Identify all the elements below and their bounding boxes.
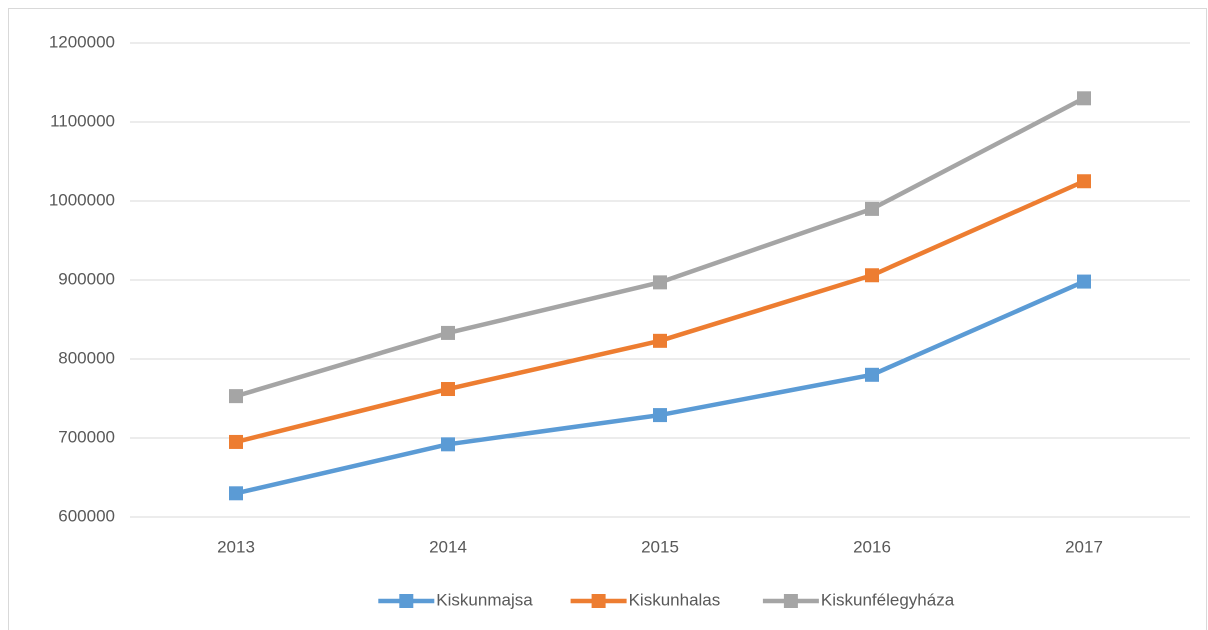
y-tick-label: 900000 [58, 269, 115, 288]
point-marker [1077, 274, 1091, 289]
point-marker [1077, 91, 1091, 106]
legend-label: Kiskunmajsa [436, 590, 533, 609]
series-line [235, 96, 1086, 399]
point-marker [229, 486, 243, 501]
point-marker [229, 389, 243, 404]
y-tick-label: 700000 [58, 427, 115, 446]
x-tick-label: 2014 [429, 537, 467, 556]
x-tick-label: 2013 [217, 537, 255, 556]
point-marker [653, 408, 667, 423]
x-tick-label: 2016 [853, 537, 891, 556]
y-tick-label: 1200000 [49, 32, 115, 51]
legend-marker [399, 594, 414, 608]
series-line [235, 279, 1085, 496]
point-marker [441, 325, 455, 340]
point-marker [441, 382, 455, 397]
point-marker [441, 437, 455, 452]
series-line [235, 179, 1085, 445]
y-tick-label: 800000 [58, 348, 115, 367]
point-marker [865, 268, 879, 283]
y-tick-label: 1000000 [49, 190, 115, 209]
point-marker [865, 367, 879, 382]
y-tick-label: 600000 [58, 506, 115, 525]
point-marker [865, 201, 879, 216]
y-tick-label: 1100000 [50, 111, 115, 130]
legend-marker [591, 594, 606, 608]
point-marker [653, 275, 667, 290]
point-marker [653, 333, 667, 348]
x-tick-label: 2017 [1065, 537, 1103, 556]
point-marker [229, 434, 243, 449]
point-marker [1077, 174, 1091, 189]
legend-label: Kiskunfélegyháza [821, 590, 955, 609]
chart-frame [8, 8, 1207, 630]
legend-marker [783, 594, 798, 608]
x-tick-label: 2015 [641, 537, 679, 556]
legend-label: Kiskunhalas [629, 590, 721, 609]
